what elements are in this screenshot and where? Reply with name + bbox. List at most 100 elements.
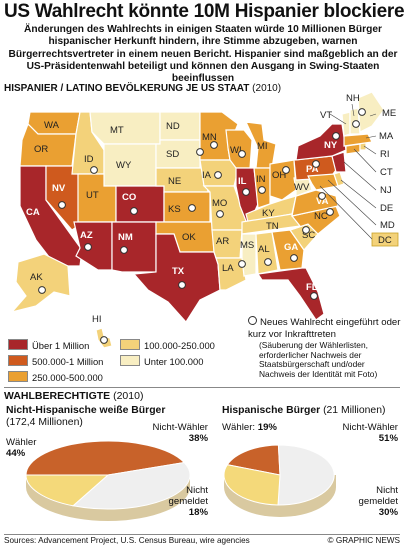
- marker-ms: [238, 260, 246, 268]
- legend-swatch-over-1m: [8, 339, 28, 350]
- pie-white-citizens: [25, 440, 191, 521]
- label-id: ID: [84, 154, 94, 165]
- label-de: DE: [380, 203, 393, 214]
- marker-co: [130, 207, 138, 215]
- label-va: VA: [316, 196, 329, 207]
- state-mi: [245, 121, 277, 169]
- marker-ny: [332, 132, 340, 140]
- credit: © GRAPHIC NEWS: [327, 536, 400, 545]
- label-ak: AK: [30, 272, 43, 283]
- marker-sd: [196, 148, 204, 156]
- marker-pa: [312, 160, 320, 168]
- pie2-nonvoters-label: Nicht-Wähler: [342, 422, 398, 433]
- label-sd: SD: [166, 149, 179, 160]
- map-heading: HISPANIER / LATINO BEVÖLKERUNG JE US STA…: [4, 83, 281, 94]
- label-mi: MI: [257, 141, 268, 152]
- marker-fl: [310, 292, 318, 300]
- label-ks: KS: [168, 204, 181, 215]
- pie2-voters-label: Wähler:: [222, 422, 256, 433]
- label-fl: FL: [306, 282, 318, 293]
- sources: Sources: Advancement Project, U.S. Censu…: [4, 536, 250, 545]
- pie1-notreg-label: Nicht gemeldet: [168, 485, 208, 507]
- state-tx: [132, 233, 221, 323]
- label-nv: NV: [52, 183, 66, 194]
- pie2-label-nonvoters: Nicht-Wähler 51%: [338, 422, 398, 444]
- pie1-voters-label: Wähler: [6, 437, 37, 448]
- pie2-nonvoters-value: 51%: [378, 433, 398, 444]
- legend-100k-250k: 100.000-250.000: [120, 339, 215, 351]
- pie1-nonvoters-label: Nicht-Wähler: [152, 422, 208, 433]
- pie2-slice-notreg: [223, 464, 281, 506]
- pie2-slice-nonvoters: [277, 444, 335, 506]
- map-heading-year: (2010): [252, 83, 282, 94]
- label-mo: MO: [212, 198, 227, 209]
- label-ok: OK: [182, 232, 196, 243]
- state-ma: [343, 133, 373, 147]
- label-ia: IA: [202, 170, 212, 181]
- label-al: AL: [258, 244, 270, 255]
- new-law-markers: [38, 108, 366, 344]
- marker-mn: [210, 141, 218, 149]
- new-law-marker-icon: [248, 316, 257, 325]
- page-title: US Wahlrecht könnte 10M Hispanier blocki…: [4, 1, 404, 22]
- label-tn: TN: [266, 221, 279, 232]
- legend-swatch-250k-500k: [8, 371, 28, 382]
- label-wi: WI: [230, 145, 242, 156]
- label-nj: NJ: [380, 185, 392, 196]
- label-ms: MS: [240, 240, 254, 251]
- marker-nc: [326, 208, 334, 216]
- label-me: ME: [382, 108, 396, 119]
- label-nc: NC: [314, 211, 328, 222]
- marker-al: [264, 258, 272, 266]
- voters-section-title: WAHLBERECHTIGTE: [4, 390, 111, 402]
- label-ny: NY: [324, 140, 338, 151]
- marker-ia: [214, 171, 222, 179]
- marker-il: [242, 188, 250, 196]
- label-sc: SC: [302, 230, 315, 241]
- label-wy: WY: [116, 160, 132, 171]
- label-az: AZ: [80, 230, 93, 241]
- label-nh: NH: [346, 93, 360, 104]
- marker-in: [258, 186, 266, 194]
- legend-under-100k: Unter 100.000: [120, 355, 203, 367]
- pie1-title-block: Nicht-Hispanische weiße Bürger (172,4 Mi…: [6, 405, 165, 429]
- state-md: [307, 173, 339, 191]
- marker-va: [318, 192, 326, 200]
- marker-ks: [188, 204, 196, 212]
- voters-section-heading: WAHLBERECHTIGTE (2010): [4, 390, 143, 402]
- label-in: IN: [256, 174, 266, 185]
- pie2-notreg-label: Nicht gemeldet: [358, 485, 398, 507]
- marker-id: [90, 166, 98, 174]
- legend-label-100k-250k: 100.000-250.000: [144, 340, 215, 351]
- marker-nv: [58, 201, 66, 209]
- marker-nm: [120, 246, 128, 254]
- state-me: [357, 91, 385, 133]
- section-divider: [4, 387, 400, 388]
- pie2-title-block: Hispanische Bürger (21 Millionen): [222, 405, 385, 417]
- map-heading-text: HISPANIER / LATINO BEVÖLKERUNG JE US STA…: [4, 83, 250, 94]
- legend-swatch-500k-1m: [8, 355, 28, 366]
- pie1-total: (172,4 Millionen): [6, 417, 83, 428]
- state-al: [255, 231, 279, 275]
- marker-tx: [178, 281, 186, 289]
- label-wv: WV: [294, 182, 310, 193]
- label-hi: HI: [92, 314, 102, 325]
- marker-az: [84, 243, 92, 251]
- pie2-voters-value: 19%: [257, 422, 277, 433]
- legend-label-under-100k: Unter 100.000: [144, 356, 204, 367]
- label-dc: DC: [378, 235, 392, 246]
- pie1-notreg-value: 18%: [188, 507, 208, 518]
- pie1-title: Nicht-Hispanische weiße Bürger: [6, 405, 166, 416]
- pie1-slice-nonvoters: [72, 461, 191, 510]
- state-va: [291, 189, 339, 217]
- marker-sc: [302, 226, 310, 234]
- pie2-slice-voters: [226, 444, 281, 476]
- label-mn: MN: [202, 132, 217, 143]
- label-ky: KY: [262, 208, 275, 219]
- pie1-slice-notreg: [25, 474, 110, 507]
- label-co: CO: [122, 192, 136, 203]
- pie2-notreg-value: 30%: [378, 507, 398, 518]
- label-tx: TX: [172, 266, 185, 277]
- label-vt: VT: [320, 110, 332, 121]
